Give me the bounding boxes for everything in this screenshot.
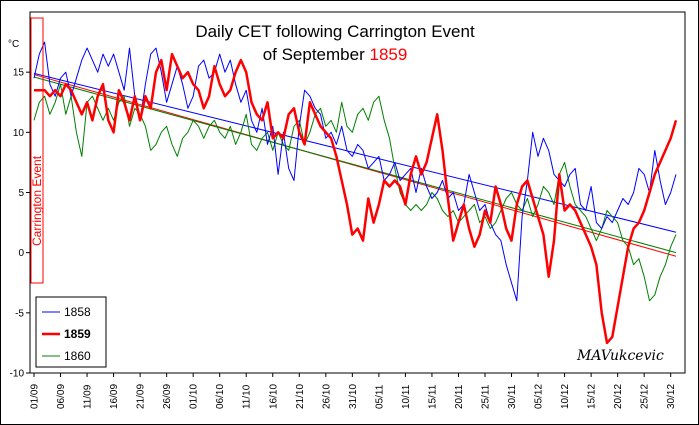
series-line-1858 (33, 41, 677, 302)
series-lines (33, 41, 678, 345)
x-tick-label: 16/10 (268, 384, 279, 409)
trendline (33, 76, 677, 254)
x-tick-label: 06/09 (56, 384, 67, 409)
y-tick-label: 0 (18, 248, 24, 259)
x-tick-label: 15/11 (427, 384, 438, 409)
chart-title-line1: Daily CET following Carrington Event (195, 22, 475, 41)
x-tick-label: 06/10 (215, 384, 226, 409)
x-tick-label: 01/10 (189, 384, 200, 409)
x-tick-label: 10/11 (401, 384, 412, 409)
plot-area (29, 11, 686, 374)
x-tick-label: 20/11 (454, 384, 465, 409)
x-tick-label: 21/10 (295, 384, 306, 409)
y-axis: -10 -5 0 5 10 15 (10, 68, 30, 380)
x-axis: 01/09 06/09 11/09 16/09 21/09 26/09 01/10 06/10… (30, 373, 677, 409)
carrington-annotation: Carrington Event (30, 17, 44, 284)
legend-label-1859: 1859 (64, 327, 91, 341)
carrington-event-label: Carrington Event (30, 155, 44, 246)
y-tick-label: -10 (10, 369, 25, 380)
x-tick-label: 05/11 (374, 384, 385, 409)
x-tick-label: 11/09 (83, 384, 94, 409)
chart-title-line2: of September 1859 (263, 45, 408, 64)
trendline (33, 74, 677, 257)
x-tick-label: 25/11 (480, 384, 491, 409)
legend-label-1858: 1858 (64, 305, 91, 319)
x-tick-label: 26/09 (162, 384, 173, 409)
x-tick-label: 20/12 (613, 384, 624, 409)
carrington-marker-box (30, 17, 44, 284)
x-tick-label: 15/12 (587, 384, 598, 409)
x-tick-label: 31/10 (348, 384, 359, 409)
series-line-1859 (34, 52, 678, 345)
trendline (33, 72, 677, 233)
chart-title-line2-prefix: of September (263, 45, 365, 64)
x-tick-label: 30/12 (666, 384, 677, 409)
x-tick-label: 16/09 (109, 384, 120, 409)
chart-title-line2-year: 1859 (369, 45, 407, 64)
x-tick-label: 10/12 (560, 384, 571, 409)
trendlines (33, 72, 677, 257)
legend-items: 1858 1859 1860 (42, 305, 91, 363)
x-tick-label: 25/12 (640, 384, 651, 409)
legend-box (35, 296, 107, 368)
x-tick-label: 05/12 (534, 384, 545, 409)
author-signature: MAVukcevic (576, 348, 664, 364)
y-axis-unit: °C (8, 39, 19, 50)
y-tick-label: 5 (18, 188, 24, 199)
legend-label-1860: 1860 (64, 349, 91, 363)
y-tick-label: 15 (13, 68, 25, 79)
x-tick-label: 01/09 (30, 384, 41, 409)
x-tick-label: 30/11 (507, 384, 518, 409)
legend: 1858 1859 1860 (35, 296, 107, 368)
x-tick-label: 26/10 (321, 384, 332, 409)
y-tick-label: -5 (15, 308, 24, 319)
y-tick-label: 10 (13, 128, 25, 139)
x-tick-label: 11/10 (242, 384, 253, 409)
x-tick-label: 21/09 (136, 384, 147, 409)
